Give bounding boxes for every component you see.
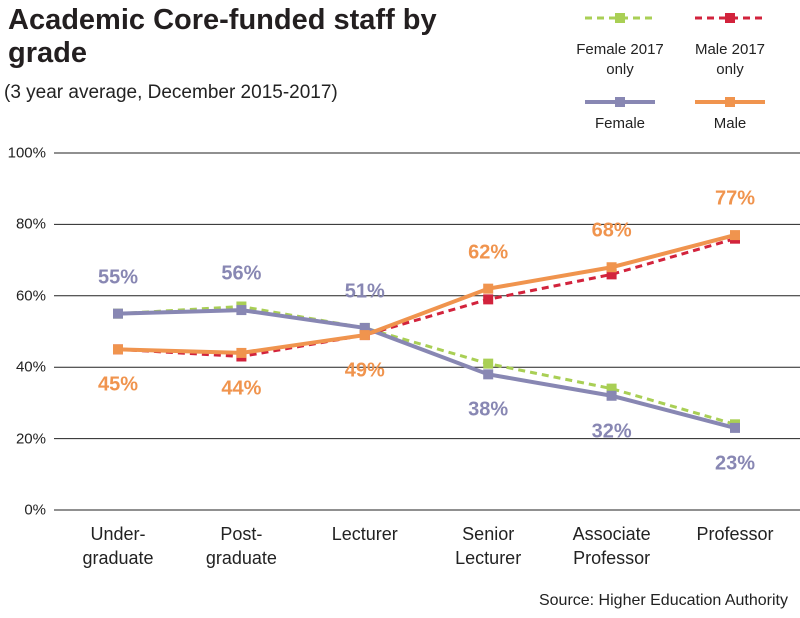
point-marker — [483, 369, 494, 380]
point-marker — [113, 344, 123, 355]
legend-label: Female — [594, 115, 646, 132]
legend-marker — [725, 97, 735, 107]
point-marker — [483, 283, 494, 294]
point-marker — [606, 383, 617, 394]
point-marker — [236, 347, 247, 358]
x-tick-label: Under-graduate — [82, 524, 154, 568]
data-label: 44% — [221, 377, 262, 400]
chart-subtitle: (3 year average, December 2015-2017) — [4, 82, 338, 103]
y-tick-label: 0% — [24, 501, 46, 519]
point-marker — [606, 390, 617, 401]
x-tick-label: Professor — [696, 524, 774, 544]
point-marker — [483, 294, 494, 305]
x-tick-label: Associate Professor — [572, 524, 651, 568]
point-marker — [113, 308, 123, 319]
y-tick-label: 20% — [15, 430, 46, 448]
legend-label: Female 2017 only — [576, 41, 664, 78]
legend-marker — [615, 97, 625, 107]
series-line — [117, 233, 736, 355]
point-marker — [730, 230, 740, 241]
x-tick-label: Lecturer — [331, 524, 398, 544]
series-line — [117, 308, 736, 430]
x-tick-label: Post-graduate — [205, 524, 277, 568]
data-label: 38% — [468, 398, 509, 421]
y-tick-label: 40% — [15, 358, 46, 376]
data-label: 68% — [591, 219, 632, 242]
legend-marker — [615, 13, 625, 23]
point-marker — [606, 262, 617, 273]
data-label: 32% — [591, 420, 632, 443]
point-marker — [236, 305, 247, 316]
data-label: 23% — [714, 452, 756, 475]
data-label: 77% — [714, 187, 756, 210]
point-marker — [359, 330, 370, 341]
point-marker — [359, 322, 370, 333]
legend-label: Male — [713, 115, 747, 132]
legend-label: Male 2017 only — [694, 41, 766, 78]
data-label: 56% — [221, 262, 262, 285]
x-tick-label: Senior Lecturer — [455, 524, 522, 568]
series-line — [117, 237, 736, 358]
y-tick-label: 60% — [15, 287, 46, 305]
point-marker — [483, 358, 494, 369]
data-label: 49% — [344, 359, 385, 382]
data-label: 62% — [468, 241, 509, 264]
series-line — [117, 305, 736, 426]
data-label: 55% — [97, 266, 139, 289]
source: Source: Higher Education Authority — [538, 592, 788, 609]
chart-title: Academic Core-funded staff by grade — [8, 4, 437, 69]
y-tick-label: 80% — [15, 215, 46, 233]
point-marker — [730, 422, 740, 433]
legend-marker — [725, 13, 735, 23]
y-tick-label: 100% — [7, 144, 46, 162]
point-marker — [606, 269, 617, 280]
data-label: 45% — [97, 373, 139, 396]
data-label: 51% — [344, 280, 385, 303]
